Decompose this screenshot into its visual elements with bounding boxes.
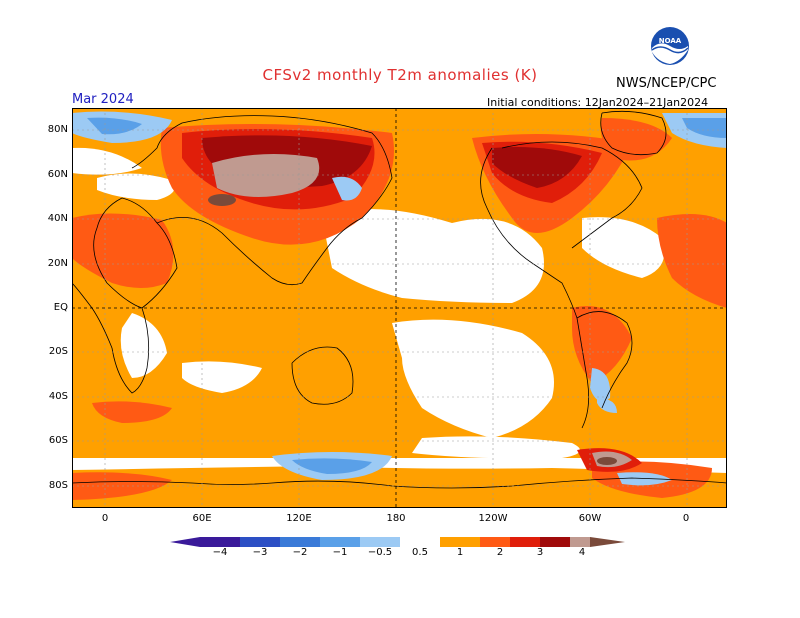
colorbar-bin	[400, 537, 440, 547]
lat-label: 20S	[48, 346, 68, 357]
warm-region-arctic-canada	[492, 147, 582, 188]
cold-region-east-antarctica-core	[292, 458, 372, 474]
neutral-region-south-africa	[120, 313, 167, 378]
colorbar-label: −0.5	[367, 547, 393, 558]
colorbar-arrow-cold	[170, 537, 200, 547]
colorbar	[170, 537, 625, 547]
noaa-logo: NOAA	[651, 27, 689, 65]
lon-label: 60W	[578, 513, 602, 524]
anomaly-map	[72, 108, 727, 508]
cold-region-south-atlantic	[597, 398, 617, 413]
graticule	[72, 108, 727, 508]
colorbar-bin	[440, 537, 480, 547]
lon-label: 120W	[478, 513, 508, 524]
cold-region-greenland-core	[682, 118, 727, 138]
warm-region-atlantic	[657, 214, 727, 308]
map-title: CFSv2 monthly T2m anomalies (K)	[262, 66, 538, 84]
initial-conditions: Initial conditions: 12Jan2024–21Jan2024	[487, 96, 709, 109]
colorbar-bin	[540, 537, 570, 547]
colorbar-bin	[200, 537, 240, 547]
forecast-month: Mar 2024	[72, 92, 134, 107]
coastlines	[72, 110, 727, 489]
neutral-region-east-pacific-south	[412, 436, 580, 459]
warm-region-south-america	[572, 306, 632, 383]
warm-region-north-atlantic	[600, 118, 672, 161]
warm-region-peak-weddell	[597, 457, 617, 465]
colorbar-bin	[280, 537, 320, 547]
colorbar-bin	[240, 537, 280, 547]
lat-label: 40S	[48, 391, 68, 402]
colorbar-bin	[320, 537, 360, 547]
cold-region-east-asia	[332, 176, 362, 201]
svg-text:NOAA: NOAA	[659, 37, 682, 45]
colorbar-label: 4	[578, 547, 586, 558]
lat-label: 40N	[47, 213, 68, 224]
colorbar-label: 3	[536, 547, 544, 558]
neutral-region-south-pacific	[392, 319, 554, 438]
colorbar-label: −1	[332, 547, 348, 558]
colorbar-label: 1	[456, 547, 464, 558]
neutral-region-nw-atlantic	[72, 147, 142, 175]
neutral-region-southern-ocean	[72, 458, 727, 473]
neutral-region-pacific	[322, 209, 544, 303]
colorbar-label: −4	[212, 547, 228, 558]
lon-label: 60E	[192, 513, 212, 524]
lat-label: 20N	[47, 258, 68, 269]
agency-label: NWS/NCEP/CPC	[616, 76, 717, 91]
colorbar-bin	[570, 537, 590, 547]
colorbar-arrow-warm	[590, 537, 625, 547]
lat-label: 80S	[48, 480, 68, 491]
colorbar-label: −2	[292, 547, 308, 558]
lon-label: 0	[682, 513, 690, 524]
lon-label: 180	[386, 513, 406, 524]
warm-region-africa	[72, 213, 174, 288]
warm-region-central-siberia	[212, 154, 320, 197]
warm-region-indian-ocean	[92, 401, 172, 423]
lat-label: EQ	[53, 302, 68, 313]
colorbar-bin	[360, 537, 400, 547]
colorbar-bin	[480, 537, 510, 547]
warm-region-peak-siberia	[208, 194, 236, 206]
colorbar-label: 2	[496, 547, 504, 558]
colorbar-label: −3	[252, 547, 268, 558]
lon-label: 0	[101, 513, 109, 524]
neutral-region-atlantic	[582, 217, 665, 278]
lat-label: 80N	[47, 124, 68, 135]
lat-label: 60S	[48, 435, 68, 446]
colorbar-label: 0.5	[412, 547, 428, 558]
cold-region-argentina	[590, 368, 611, 402]
neutral-region-north-africa	[97, 173, 175, 200]
lat-label: 60N	[47, 169, 68, 180]
colorbar-bin	[510, 537, 540, 547]
lon-label: 120E	[286, 513, 312, 524]
